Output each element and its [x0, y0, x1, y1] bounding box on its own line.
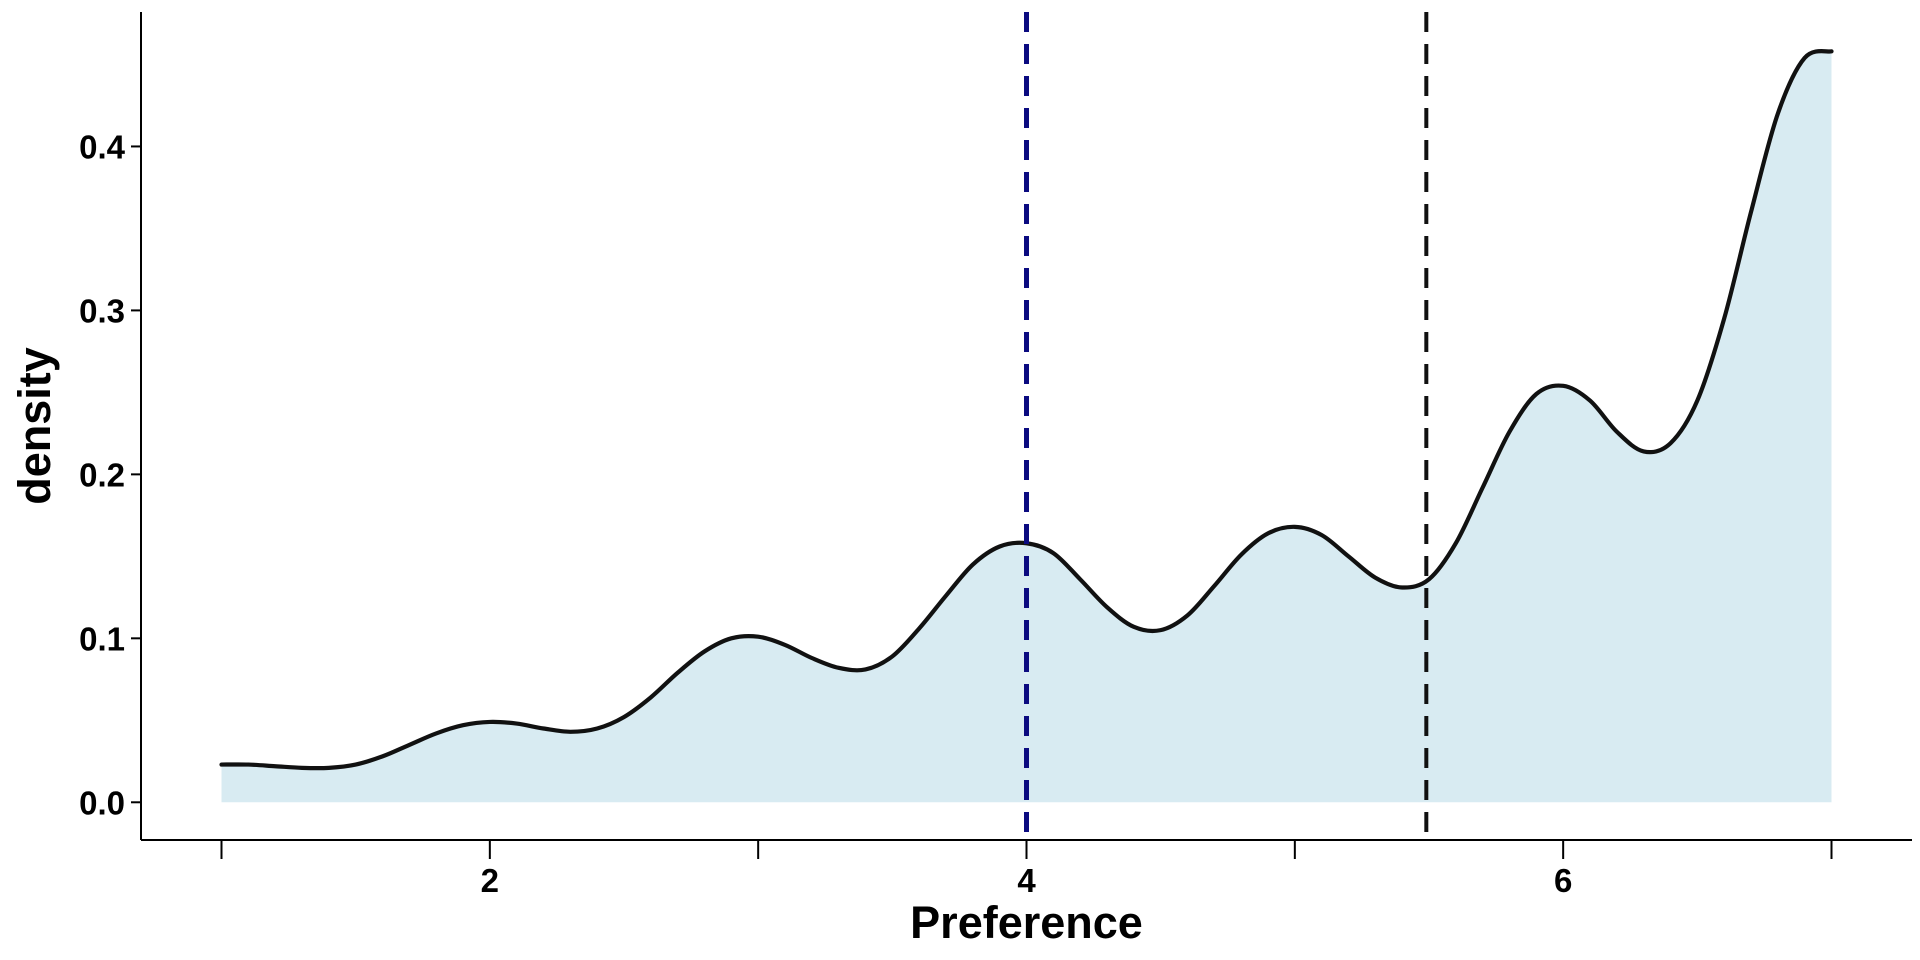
y-tick-label-0.1: 0.1 [79, 620, 125, 657]
y-tick-label-0.2: 0.2 [79, 456, 125, 493]
x-tick-label-2: 2 [481, 862, 499, 899]
y-tick-label-0.0: 0.0 [79, 784, 125, 821]
reference-lines-layer [1024, 12, 1429, 840]
y-tick-label-0.4: 0.4 [79, 128, 126, 165]
density-line-layer [219, 49, 1834, 771]
density-curve [219, 49, 1834, 771]
y-axis-title: density [9, 347, 60, 505]
axes-layer: 2 4 6 0.0 0.1 0.2 0.3 0.4 [79, 12, 1912, 899]
density-area-layer [221, 51, 1832, 803]
x-axis-title: Preference [910, 897, 1143, 948]
x-tick-label-6: 6 [1554, 862, 1572, 899]
density-area [221, 51, 1832, 803]
y-tick-label-0.3: 0.3 [79, 292, 125, 329]
x-tick-label-4: 4 [1017, 862, 1036, 899]
